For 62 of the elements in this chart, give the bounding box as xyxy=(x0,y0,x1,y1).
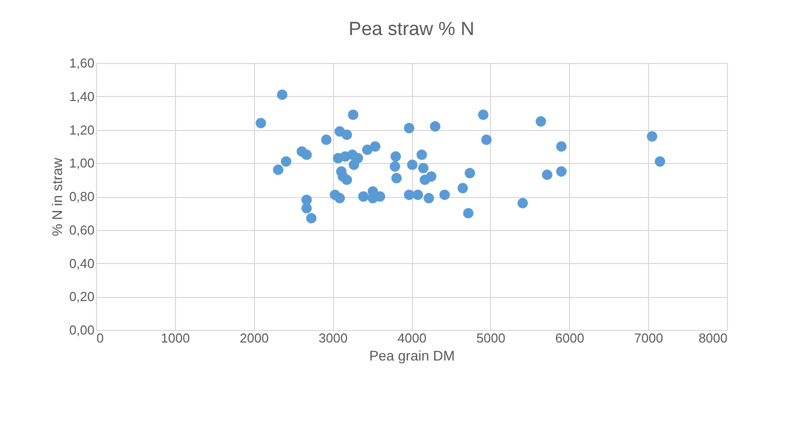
x-tick-label: 6000 xyxy=(555,330,584,346)
point xyxy=(352,152,364,164)
point xyxy=(556,166,567,177)
point xyxy=(272,164,284,176)
point xyxy=(390,161,400,172)
y-tick-label: 1,20 xyxy=(69,122,94,138)
x-tick-label: 8000 xyxy=(698,330,728,346)
x-tick-label: 4000 xyxy=(398,330,426,346)
point xyxy=(478,110,489,120)
y-tick-label: 0,80 xyxy=(69,189,94,204)
point xyxy=(404,122,414,134)
point xyxy=(418,162,429,174)
point xyxy=(542,170,552,180)
point xyxy=(256,118,266,128)
point xyxy=(654,156,666,167)
point xyxy=(390,151,401,162)
point xyxy=(481,134,492,145)
point xyxy=(358,191,369,202)
chart-title: Pea straw % N xyxy=(348,19,474,40)
point xyxy=(276,89,288,100)
point xyxy=(458,182,468,194)
point xyxy=(342,130,352,140)
x-tick-label: 3000 xyxy=(318,330,348,346)
point xyxy=(646,131,658,142)
x-tick-label: 7000 xyxy=(634,330,664,346)
point xyxy=(342,174,352,186)
point xyxy=(280,156,292,167)
point xyxy=(416,150,427,160)
y-axis-title: % N in straw xyxy=(49,156,66,236)
point xyxy=(424,192,434,204)
x-tick-label: 0 xyxy=(96,330,104,346)
point xyxy=(404,190,414,200)
point xyxy=(370,141,380,152)
point xyxy=(362,144,373,156)
x-tick-label: 1000 xyxy=(160,330,190,346)
point xyxy=(301,150,312,160)
point xyxy=(536,116,546,127)
x-tick-label: 5000 xyxy=(476,330,506,346)
point xyxy=(348,110,358,120)
point xyxy=(464,168,476,178)
point xyxy=(426,171,436,182)
y-tick-label: 0,00 xyxy=(69,322,94,338)
x-axis-title: Pea grain DM xyxy=(369,348,455,364)
point xyxy=(463,208,474,218)
point xyxy=(301,202,312,214)
point xyxy=(430,121,440,132)
point xyxy=(439,190,450,200)
y-tick-label: 1,60 xyxy=(69,56,94,70)
point xyxy=(306,212,317,224)
y-tick-label: 0,60 xyxy=(69,222,94,238)
point xyxy=(517,198,528,208)
point xyxy=(334,192,345,204)
y-tick-label: 0,20 xyxy=(69,289,94,304)
y-tick-label: 1,00 xyxy=(69,156,94,171)
point xyxy=(412,190,424,200)
point xyxy=(556,141,567,152)
y-tick-label: 1,40 xyxy=(69,88,94,104)
y-tick-label: 0,40 xyxy=(69,256,94,271)
point xyxy=(321,134,332,145)
x-tick-label: 2000 xyxy=(240,330,269,346)
point xyxy=(407,160,418,170)
point xyxy=(391,172,402,184)
